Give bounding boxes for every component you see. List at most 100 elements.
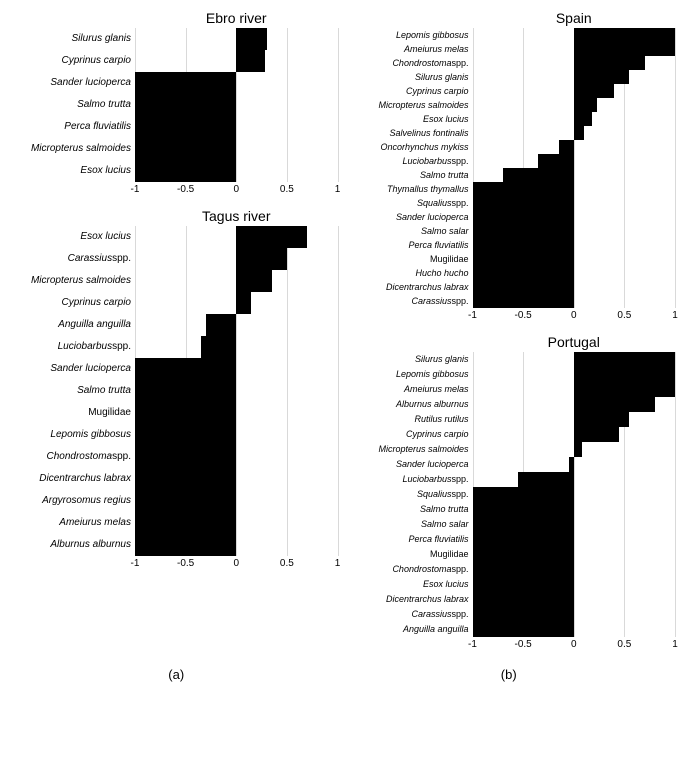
bar-row [135, 534, 338, 556]
bar-row [473, 352, 676, 367]
chart-wrap: Lepomis gibbosusAmeiurus melasChondrosto… [348, 28, 676, 308]
category-label: Carassius spp. [348, 607, 473, 622]
bar-row [473, 140, 676, 154]
bar-row [473, 577, 676, 592]
bar-row [135, 138, 338, 160]
category-label: Esox lucius [348, 112, 473, 126]
category-label: Perca fluviatilis [348, 532, 473, 547]
x-tick-label: 1 [335, 184, 341, 195]
category-label: Silurus glanis [348, 352, 473, 367]
bar [473, 266, 574, 280]
x-tick-label: -0.5 [515, 310, 532, 321]
bar [236, 50, 264, 72]
category-label: Salmo trutta [348, 168, 473, 182]
bar [135, 424, 236, 446]
gridline [675, 28, 676, 308]
category-label: Carassius spp. [10, 248, 135, 270]
bar [135, 490, 236, 512]
chart-wrap: Silurus glanisCyprinus carpioSander luci… [10, 28, 338, 182]
bar-row [135, 336, 338, 358]
bar [135, 72, 236, 94]
bar [473, 182, 574, 196]
bar-row [135, 28, 338, 50]
bar-row [135, 270, 338, 292]
bar-row [473, 42, 676, 56]
category-label: Sander lucioperca [10, 72, 135, 94]
category-label: Carassius spp. [348, 294, 473, 308]
bar [574, 28, 675, 42]
bar [135, 446, 236, 468]
bar [135, 512, 236, 534]
x-tick-label: 0.5 [280, 184, 294, 195]
bar-row [473, 502, 676, 517]
panel-spain: SpainLepomis gibbosusAmeiurus melasChond… [348, 10, 676, 324]
category-label: Sander lucioperca [348, 210, 473, 224]
bar [574, 442, 582, 457]
plot-area [135, 28, 338, 182]
category-label: Cyprinus carpio [10, 50, 135, 72]
bar [574, 382, 675, 397]
category-label: Salvelinus fontinalis [348, 126, 473, 140]
category-label: Squalius spp. [348, 487, 473, 502]
category-label: Luciobarbus spp. [348, 472, 473, 487]
x-tick-label: -1 [131, 184, 140, 195]
x-tick-label: 1 [672, 310, 678, 321]
bar-row [473, 224, 676, 238]
bars-layer [473, 28, 676, 308]
bar-row [135, 380, 338, 402]
category-label: Esox lucius [10, 226, 135, 248]
x-tick-label: 0 [233, 184, 239, 195]
bar [473, 238, 574, 252]
category-label: Mugilidae [348, 252, 473, 266]
bar-row [473, 547, 676, 562]
bar [135, 160, 236, 182]
panel-portugal: PortugalSilurus glanisLepomis gibbosusAm… [348, 334, 676, 653]
category-label: Anguilla anguilla [10, 314, 135, 336]
bar-row [135, 94, 338, 116]
x-tick-label: 0.5 [280, 558, 294, 569]
bar-row [473, 168, 676, 182]
bar [135, 94, 236, 116]
bar-row [135, 314, 338, 336]
bar-row [473, 56, 676, 70]
category-label: Esox lucius [10, 160, 135, 182]
bar-row [473, 607, 676, 622]
category-label: Luciobarbus spp. [348, 154, 473, 168]
category-label: Argyrosomus regius [10, 490, 135, 512]
x-tick-label: -0.5 [515, 639, 532, 650]
bar-row [135, 402, 338, 424]
category-label: Rutilus rutilus [348, 412, 473, 427]
bar-row [473, 472, 676, 487]
bar [574, 98, 597, 112]
bar-row [135, 248, 338, 270]
bar [473, 607, 574, 622]
bar-row [473, 154, 676, 168]
bar-row [473, 126, 676, 140]
category-label: Salmo trutta [10, 380, 135, 402]
gridline [338, 226, 339, 556]
bar [473, 252, 574, 266]
bar-row [135, 292, 338, 314]
bar [473, 547, 574, 562]
bar [574, 397, 655, 412]
bar [473, 280, 574, 294]
category-label: Esox lucius [348, 577, 473, 592]
x-tick-label: -1 [131, 558, 140, 569]
x-tick-label: 0 [233, 558, 239, 569]
category-label: Chondrostoma spp. [10, 446, 135, 468]
gridline [675, 352, 676, 637]
bar-row [473, 98, 676, 112]
chart-wrap: Esox luciusCarassius spp.Micropterus sal… [10, 226, 338, 556]
bar-row [473, 442, 676, 457]
bar [574, 84, 615, 98]
bar [574, 412, 630, 427]
plot-area [135, 226, 338, 556]
bar-row [473, 112, 676, 126]
chart-wrap: Silurus glanisLepomis gibbosusAmeiurus m… [348, 352, 676, 637]
bar [574, 70, 630, 84]
right-column: SpainLepomis gibbosusAmeiurus melasChond… [348, 10, 676, 663]
bar [473, 517, 574, 532]
category-label: Oncorhynchus mykiss [348, 140, 473, 154]
category-label: Hucho hucho [348, 266, 473, 280]
category-label: Micropterus salmoides [348, 98, 473, 112]
